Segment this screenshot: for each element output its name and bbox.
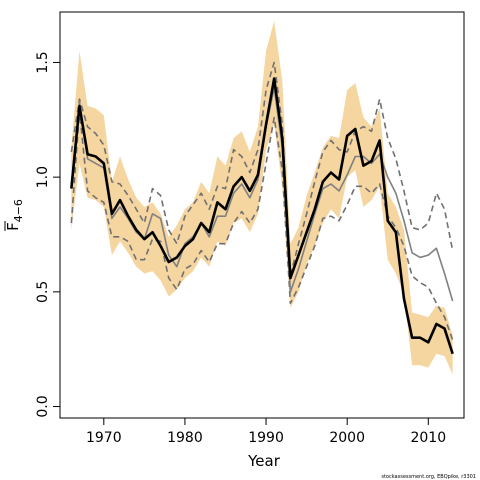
estimate-line	[70, 77, 454, 355]
confidence-band-layer	[71, 21, 453, 375]
y-tick-label: 0.5	[35, 281, 51, 303]
svg-text:F4−6: F4−6	[4, 199, 25, 231]
y-axis: 0.0 0.5 1.0 1.5	[35, 51, 60, 418]
series-lines-layer	[70, 61, 454, 355]
y-tick-label: 1.5	[35, 51, 51, 73]
y-axis-title-main: F	[4, 222, 22, 231]
y-axis-title-sub: 4−6	[12, 199, 25, 222]
x-tick-label: 2010	[410, 430, 446, 446]
plot-frame	[59, 11, 465, 419]
credit-text: stockassessment.org, EBQpike, r3301	[381, 474, 476, 480]
y-tick-label: 1.0	[35, 166, 51, 188]
x-tick-label: 2000	[329, 430, 365, 446]
x-tick-label: 1990	[248, 430, 284, 446]
x-tick-label: 1980	[167, 430, 203, 446]
dashed-upper-line	[70, 61, 454, 277]
confidence-band	[71, 21, 453, 375]
dashed-lower-line	[70, 109, 454, 341]
x-axis-title: Year	[247, 452, 281, 470]
y-axis-title: F4−6	[4, 199, 25, 231]
y-tick-label: 0.0	[35, 395, 51, 417]
x-axis: 1970 1980 1990 2000 2010	[86, 418, 446, 446]
x-tick-label: 1970	[86, 430, 122, 446]
